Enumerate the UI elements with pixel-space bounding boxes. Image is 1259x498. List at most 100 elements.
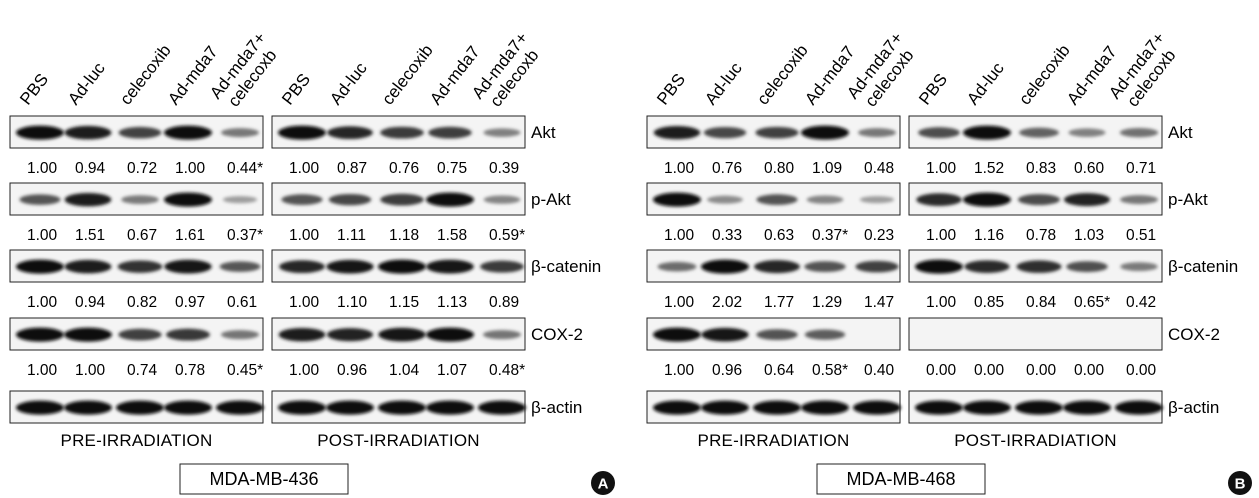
panel-badge: A — [591, 471, 615, 495]
band — [118, 328, 162, 341]
protein-label: β-catenin — [1168, 257, 1238, 276]
lane-label: PBS — [16, 70, 52, 109]
quant-value: 1.47 — [864, 294, 894, 311]
quant-row: 0.00 0.00 0.00 0.00 0.00 — [926, 362, 1157, 379]
band — [918, 127, 960, 139]
quant-value: 0.80 — [764, 160, 795, 177]
band — [326, 328, 374, 342]
quant-value: 0.40 — [864, 362, 895, 379]
panel-badge-letter: A — [598, 476, 609, 493]
blot-strip — [646, 115, 901, 149]
band — [755, 126, 799, 139]
post-irradiation-label: POST-IRRADIATION — [317, 431, 480, 450]
band — [221, 128, 259, 138]
lane-label: Ad-luc — [963, 58, 1008, 108]
quant-value: 1.58 — [437, 227, 467, 244]
band — [801, 400, 849, 415]
quant-value: 0.48 — [864, 160, 894, 177]
blot-strip — [646, 182, 901, 216]
cell-line-label: MDA-MB-468 — [846, 469, 955, 489]
band — [1063, 400, 1111, 415]
band — [222, 196, 258, 204]
band — [701, 327, 749, 342]
pre-irradiation-label: PRE-IRRADIATION — [61, 431, 213, 450]
band — [701, 259, 749, 274]
band — [1120, 195, 1158, 205]
band — [756, 329, 798, 341]
band — [804, 329, 846, 340]
blot-strip — [271, 115, 526, 149]
quant-value: 0.82 — [127, 294, 157, 311]
quant-row: 1.00 1.00 0.74 0.78 0.45* — [27, 362, 263, 379]
quant-row: 1.00 0.85 0.84 0.65* 0.42 — [926, 294, 1156, 311]
band — [426, 259, 474, 274]
quant-value: 0.33 — [712, 227, 742, 244]
band — [64, 400, 112, 415]
quant-value: 0.89 — [489, 294, 519, 311]
quant-row: 1.00 0.33 0.63 0.37* 0.23 — [664, 227, 894, 244]
blot-strip — [9, 317, 264, 351]
blot-strip — [908, 390, 1163, 424]
quant-value: 0.84 — [1026, 294, 1057, 311]
band — [1019, 127, 1059, 138]
quant-value: 0.61 — [227, 294, 257, 311]
blot-strip — [908, 317, 1163, 351]
post-irradiation-label: POST-IRRADIATION — [954, 431, 1117, 450]
quant-value: 1.04 — [389, 362, 420, 379]
quant-value: 0.85 — [974, 294, 1004, 311]
band — [378, 327, 426, 342]
quant-value: 1.77 — [764, 294, 794, 311]
quant-value: 1.00 — [289, 362, 320, 379]
quant-value: 0.67 — [127, 227, 157, 244]
quant-value: 1.00 — [27, 294, 58, 311]
band — [1119, 128, 1159, 138]
band — [327, 126, 373, 140]
quant-value: 0.00 — [1126, 362, 1157, 379]
quant-value: 1.00 — [664, 294, 695, 311]
quant-value: 1.09 — [812, 160, 842, 177]
panel-badge-letter: B — [1235, 476, 1246, 493]
quant-row: 1.00 1.11 1.18 1.58 0.59* — [289, 227, 525, 244]
blot-strip — [9, 249, 264, 283]
band — [118, 126, 162, 139]
quant-value: 0.96 — [337, 362, 367, 379]
cell-line-box: MDA-MB-436 — [179, 463, 349, 495]
post-lane-labels: PBS Ad-luc celecoxibAd-mda7Ad-mda7+celecox… — [915, 29, 1179, 111]
quant-value: 1.03 — [1074, 227, 1104, 244]
band — [859, 196, 895, 204]
band — [380, 193, 424, 206]
quant-value: 1.18 — [389, 227, 419, 244]
quant-value: 0.75 — [437, 160, 467, 177]
band — [380, 126, 424, 139]
quant-value: 1.00 — [664, 227, 695, 244]
quant-row: 1.00 0.96 1.04 1.07 0.48* — [289, 362, 525, 379]
quant-value: 0.94 — [75, 160, 106, 177]
blot-strip — [271, 390, 526, 424]
band — [219, 261, 261, 272]
band — [657, 261, 697, 272]
quant-value: 1.00 — [289, 227, 320, 244]
band — [326, 400, 374, 415]
quant-value: 0.45* — [227, 362, 263, 379]
band — [278, 125, 326, 140]
band — [117, 260, 163, 273]
quant-value: 2.02 — [712, 294, 742, 311]
quant-row: 1.00 2.02 1.77 1.29 1.47 — [664, 294, 894, 311]
quant-value: 0.51 — [1126, 227, 1156, 244]
quant-row: 1.00 0.94 0.82 0.97 0.61 — [27, 294, 257, 311]
panel-a: PBS Ad-luc celecoxibAd-mda7Ad-mda7+celecox… — [9, 29, 615, 495]
band — [482, 330, 522, 340]
blot-strip — [908, 115, 1163, 149]
protein-label: COX-2 — [1168, 325, 1220, 344]
band — [281, 194, 323, 205]
band — [478, 400, 526, 415]
quant-value: 0.58* — [812, 362, 848, 379]
band — [220, 330, 260, 340]
band — [754, 260, 800, 274]
band — [164, 192, 212, 207]
quant-value: 1.29 — [812, 294, 842, 311]
band — [278, 327, 326, 342]
quant-value: 1.00 — [664, 160, 695, 177]
band — [483, 195, 521, 204]
